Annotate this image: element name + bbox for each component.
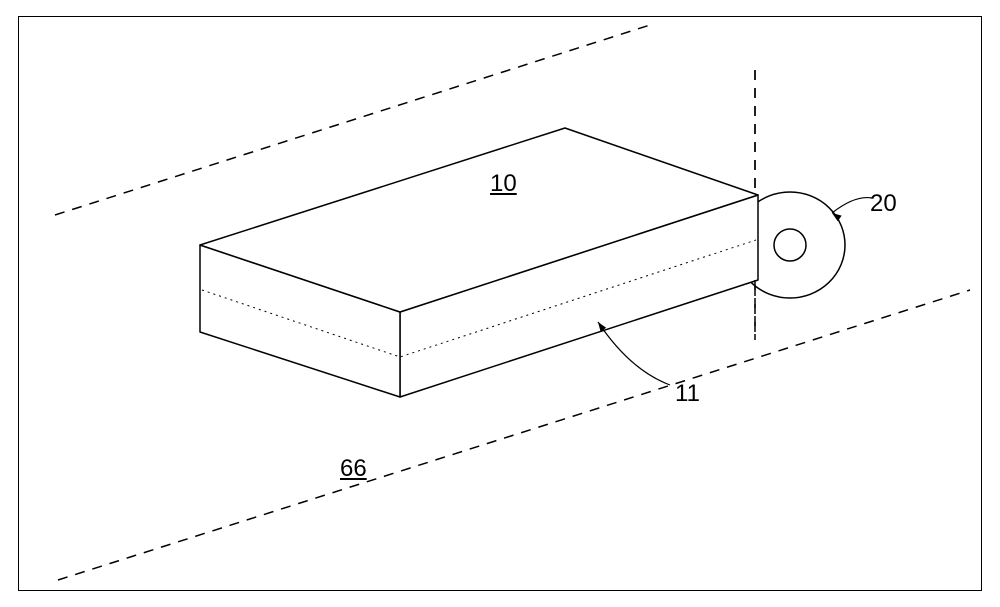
diagram-canvas [0, 0, 1000, 607]
label-box-side: 11 [675, 380, 700, 408]
label-disc: 20 [870, 190, 897, 218]
label-box-top: 10 [490, 170, 517, 198]
label-road: 66 [340, 455, 367, 483]
